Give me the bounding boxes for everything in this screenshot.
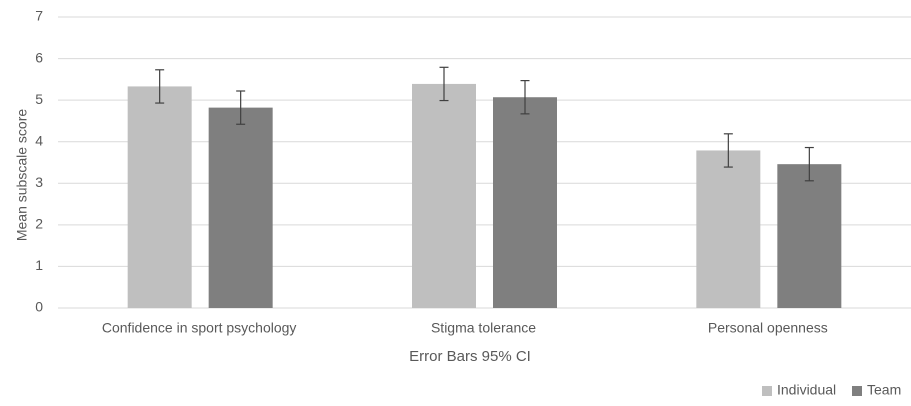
y-tick-label: 0 bbox=[35, 299, 43, 315]
legend-swatch-team bbox=[852, 386, 862, 396]
x-category-label: Confidence in sport psychology bbox=[102, 320, 297, 336]
gridlines bbox=[58, 16, 911, 309]
bar-individual-0 bbox=[127, 86, 192, 308]
y-tick-labels: 0 1 2 3 4 5 6 7 bbox=[35, 8, 43, 315]
y-tick-label: 3 bbox=[35, 174, 43, 190]
legend: Individual Team bbox=[762, 382, 901, 398]
legend-label-individual: Individual bbox=[777, 382, 836, 398]
legend-swatch-individual bbox=[762, 386, 772, 396]
y-tick-label: 2 bbox=[35, 216, 43, 232]
bar-individual-2 bbox=[696, 150, 761, 308]
error-bars bbox=[155, 66, 814, 182]
y-tick-label: 5 bbox=[35, 91, 43, 107]
bar-team-1 bbox=[493, 97, 557, 309]
x-category-label: Personal openness bbox=[708, 320, 828, 336]
bar-team-2 bbox=[777, 164, 842, 308]
y-tick-label: 4 bbox=[35, 132, 43, 148]
bar-team-0 bbox=[208, 107, 273, 308]
bar-individual-1 bbox=[412, 83, 476, 309]
bars bbox=[127, 83, 842, 309]
x-axis-title: Error Bars 95% CI bbox=[409, 348, 531, 365]
x-category-labels: Confidence in sport psychology Stigma tol… bbox=[102, 320, 828, 336]
y-tick-label: 6 bbox=[35, 49, 43, 65]
x-category-label: Stigma tolerance bbox=[431, 320, 536, 336]
y-tick-label: 1 bbox=[35, 257, 43, 273]
y-axis-title: Mean subscale score bbox=[14, 109, 30, 242]
y-tick-label: 7 bbox=[35, 8, 43, 24]
legend-label-team: Team bbox=[867, 382, 901, 398]
